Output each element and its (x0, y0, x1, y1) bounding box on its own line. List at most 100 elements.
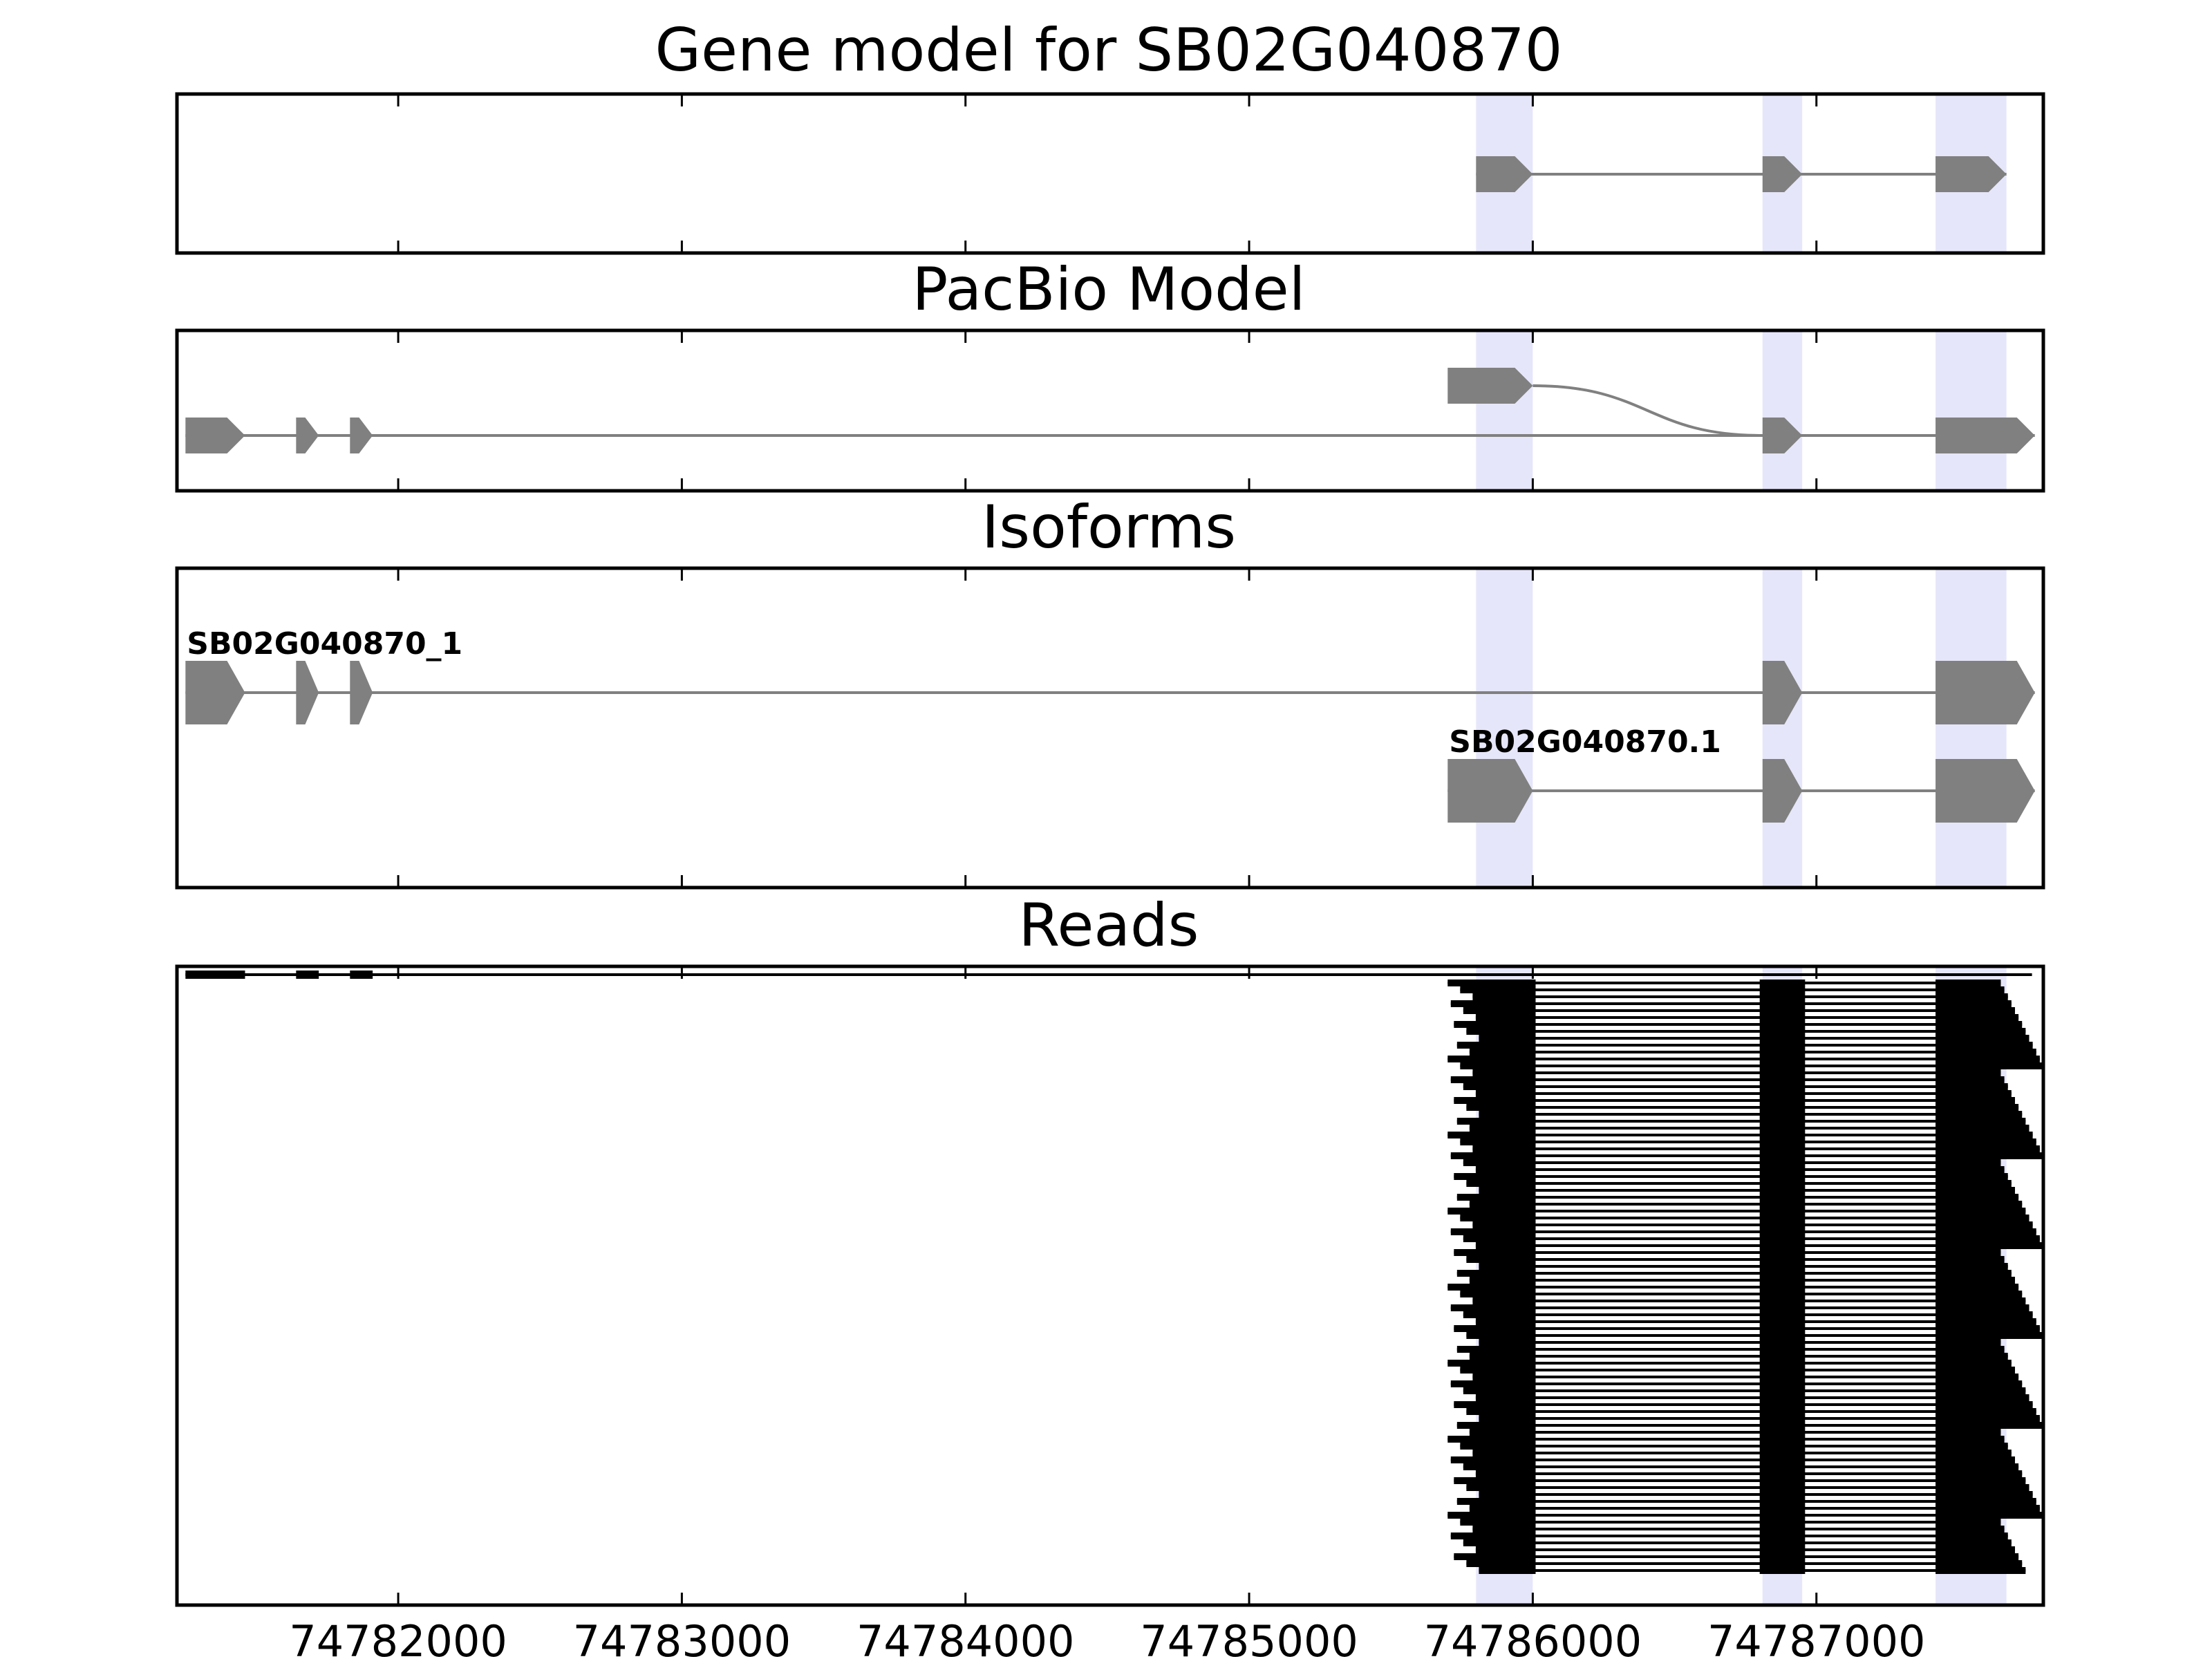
read-exon (1456, 1194, 1536, 1201)
read-exon (1475, 1318, 1536, 1325)
read-exon (1936, 1291, 2023, 1297)
read-exon (1936, 1062, 2043, 1069)
read-exon (1463, 1083, 1536, 1090)
exon-highlight (1762, 330, 1803, 491)
exon-arrow (1447, 759, 1533, 823)
read-exon (1463, 1463, 1536, 1470)
ticks-gene-model (397, 94, 1818, 253)
read-exon (1936, 1132, 2033, 1138)
read-exon (296, 971, 319, 979)
read-exon (1447, 1056, 1536, 1062)
read-exon (1936, 1138, 2036, 1145)
read-exon (1460, 1062, 1536, 1069)
ticks-isoforms (397, 568, 1818, 888)
read-exon (1447, 980, 1536, 986)
read-exon (1936, 1056, 2040, 1062)
exon-arrow (296, 418, 319, 453)
read-exon (1759, 1519, 1806, 1526)
read-exon (1759, 1387, 1806, 1394)
exon-highlight (1762, 568, 1803, 888)
read-exon (1460, 1443, 1536, 1450)
read-exon (1466, 1028, 1536, 1035)
read-exon (1936, 1422, 2043, 1429)
read-exon (1936, 1201, 2023, 1208)
read-exon (1936, 1512, 2043, 1519)
read-exon (1936, 1145, 2040, 1152)
read-exon (1759, 1450, 1806, 1456)
read-exon (1454, 1553, 1536, 1560)
frame-isoforms (175, 566, 2045, 890)
read-exon (1759, 1215, 1806, 1221)
read-exon (1936, 1387, 2026, 1394)
read-exon (1936, 1083, 2008, 1090)
frame-pacbio-model (175, 328, 2045, 493)
read-exon (1936, 1256, 2005, 1263)
read-exon (1759, 1408, 1806, 1415)
read-exon (1759, 1076, 1806, 1083)
read-exon (1475, 1014, 1536, 1021)
read-exon (1463, 1159, 1536, 1166)
read-exon (1936, 1249, 2001, 1256)
read-exon (1936, 1332, 2043, 1339)
read-exon (1466, 1332, 1536, 1339)
read-exon (1463, 1007, 1536, 1014)
exon-arrow (296, 661, 319, 724)
read-exon (1759, 1201, 1806, 1208)
read-exon (1472, 1145, 1536, 1152)
read-exon (1472, 993, 1536, 1000)
read-exon (1936, 1028, 2026, 1035)
read-exon (1936, 1456, 2015, 1463)
read-exon (1759, 1270, 1806, 1277)
read-exon (1759, 1062, 1806, 1069)
read-exon (1936, 1014, 2019, 1021)
read-exon (1759, 1512, 1806, 1519)
exon-highlight (1476, 330, 1533, 491)
x-tick-label: 74782000 (289, 1616, 507, 1659)
read-exon (1454, 1021, 1536, 1028)
read-exon (1463, 1235, 1536, 1242)
read-exon (1450, 1076, 1536, 1083)
exon-arrow (185, 418, 245, 453)
read-exon (1759, 1007, 1806, 1014)
frame-gene-model (175, 92, 2045, 255)
x-tick-label: 74783000 (573, 1616, 791, 1659)
read-exon (1466, 1256, 1536, 1263)
read-exon (1936, 1042, 2033, 1049)
read-exon (1759, 1180, 1806, 1187)
read-exon (1759, 1533, 1806, 1539)
exon-highlight (1936, 330, 2007, 491)
read-exon (1460, 1215, 1536, 1221)
read-exon (1469, 1353, 1536, 1360)
read-exon (1479, 1339, 1536, 1346)
read-exon (1759, 1277, 1806, 1284)
read-exon (1469, 1505, 1536, 1512)
read-exon (1936, 1339, 2001, 1346)
reads-track (185, 966, 2043, 1605)
read-exon (1759, 1477, 1806, 1484)
read-exon (1936, 1173, 2008, 1180)
read-exon (1759, 1097, 1806, 1104)
read-exon (1759, 1491, 1806, 1498)
read-exon (1759, 1166, 1806, 1173)
read-exon (1469, 1201, 1536, 1208)
read-exon (1936, 1394, 2030, 1401)
read-exon (1759, 1263, 1806, 1270)
read-exon (1450, 1228, 1536, 1235)
read-exon (1759, 1443, 1806, 1450)
read-exon (1454, 1325, 1536, 1332)
read-exon (1936, 1546, 2015, 1553)
read-exon (1936, 1297, 2026, 1304)
read-exon (1466, 1104, 1536, 1111)
read-exon (1460, 1367, 1536, 1374)
read-exon (1759, 1456, 1806, 1463)
read-exon (1759, 1152, 1806, 1159)
x-tick-label: 74784000 (856, 1616, 1075, 1659)
read-exon (1936, 1159, 2001, 1166)
exon-arrow (1936, 661, 2035, 724)
read-exon (1450, 1304, 1536, 1311)
read-exon (1479, 1111, 1536, 1118)
read-exon (1472, 1450, 1536, 1456)
read-exon (1454, 1173, 1536, 1180)
read-exon (1936, 1104, 2019, 1111)
read-exon (1759, 1028, 1806, 1035)
